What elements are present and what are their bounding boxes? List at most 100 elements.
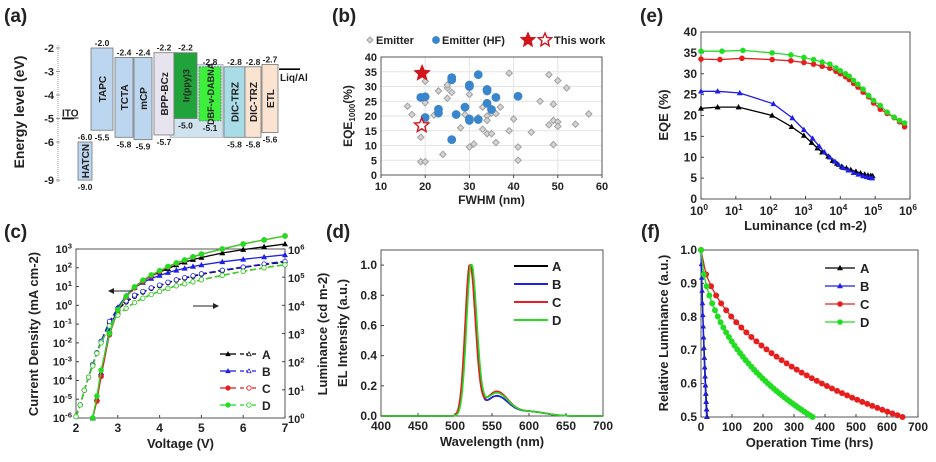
lumo-label: -2.2: [178, 43, 193, 53]
panel-label-b: (b): [332, 6, 356, 27]
eqe-point: [717, 56, 723, 63]
decay-point: [743, 329, 750, 336]
emitter-point: [478, 125, 487, 134]
layer-box: [114, 57, 134, 138]
legend-label: D: [552, 313, 561, 328]
x-tick-label: 10: [375, 181, 387, 193]
homo-label: -5.8: [117, 139, 132, 149]
xlabel-b: FWHM (nm): [458, 193, 525, 207]
legend-star-open: [536, 31, 554, 48]
lv-point: [165, 263, 171, 270]
eqe-point: [863, 173, 870, 180]
y-tick-label: 5: [371, 155, 377, 167]
lv-point: [261, 237, 267, 243]
y2-tick-label: 103: [288, 327, 305, 341]
panel-a-energy-diagram: -2 -3 -4 -5 -6 -9 Energy level (eV) HATCN -6.0 -9…: [11, 38, 308, 192]
jv-point: [73, 413, 79, 420]
legend-label: C: [262, 382, 271, 396]
legend-label: B: [860, 279, 869, 294]
lumo-label: -2.8: [227, 57, 242, 67]
jv-point: [85, 374, 92, 380]
homo-label: -5.7: [157, 137, 172, 147]
lv-point: [282, 251, 288, 258]
homo-label: -9.0: [78, 182, 93, 192]
legend-hf-marker: [432, 36, 440, 44]
y-tick-label: 10-5: [53, 392, 73, 406]
decay-point: [700, 323, 706, 329]
emitter-point: [443, 94, 452, 103]
hf-emitter-point: [513, 91, 523, 101]
y-tick-label: 10-6: [53, 411, 72, 425]
xlabel-f: Operation Time (hrs): [746, 435, 874, 450]
eqe-point: [698, 56, 704, 62]
arrow-right-head: [213, 303, 219, 309]
emitter-point: [483, 116, 491, 125]
jv-point: [131, 299, 138, 306]
legend-label: C: [860, 297, 870, 312]
eqe-point: [835, 161, 842, 168]
decay-point: [823, 382, 830, 389]
x-tick-label: 500: [445, 419, 465, 433]
homo-label: -5.5: [95, 132, 110, 142]
ylabel-a: Energy level (eV): [11, 56, 27, 169]
decay-point: [809, 413, 816, 420]
eqe-point: [788, 52, 794, 58]
xlabel-c: Voltage (V): [147, 436, 214, 451]
lv-point: [140, 277, 146, 284]
y-tick-label: 0.7: [680, 343, 697, 357]
emitter-point: [584, 110, 593, 118]
lv-line-A: [92, 243, 286, 419]
lv-point: [181, 257, 188, 263]
y-tick-label: 10-3: [53, 354, 72, 368]
emitter-point: [465, 90, 474, 99]
y-tick-label: 101: [55, 279, 72, 293]
lv-point: [282, 240, 288, 247]
layer-box: [133, 57, 153, 141]
decay-point: [813, 377, 820, 384]
panel-label-c: (c): [4, 222, 27, 243]
y-tick-label: 0.2: [360, 379, 377, 393]
lv-point: [131, 284, 138, 290]
x-tick-label: 4: [156, 421, 163, 435]
x-tick-label: 40: [507, 181, 519, 193]
lv-point: [148, 272, 155, 278]
y2-tick-label: 100: [288, 412, 305, 426]
lumo-label: -2.2: [157, 43, 172, 53]
lv-point: [123, 293, 129, 300]
lv-point: [190, 253, 196, 260]
panel-label-a: (a): [4, 6, 27, 27]
decay-point: [783, 360, 790, 367]
eqe-point: [714, 104, 721, 110]
legend-label: A: [552, 259, 562, 274]
decay-line-D: [700, 249, 813, 418]
x-tick-label: 700: [593, 419, 613, 433]
x-tick-label: 100: [722, 420, 742, 434]
lv-line-D: [92, 235, 286, 419]
lv-point: [198, 251, 205, 257]
panel-d-el-spectra: 400 450 500 550 600 650 700 0.0 0.2 0.4 0.6 0.8 1.0 W…: [335, 249, 613, 449]
decay-point: [717, 319, 724, 326]
hf-emitter-point: [460, 102, 470, 112]
panel-label-d: (d): [326, 222, 350, 243]
homo-label: -5.8: [227, 139, 242, 149]
y-tick-label: 103: [55, 242, 72, 256]
x-tick-label: 60: [596, 181, 608, 193]
legend-marker: [837, 301, 843, 307]
emitter-point: [509, 115, 518, 123]
decay-point: [849, 394, 856, 401]
lv-point: [261, 253, 268, 260]
eqe-point: [769, 112, 776, 118]
x-tick-label: 600: [877, 420, 897, 434]
decay-point: [713, 292, 720, 299]
lumo-label: -2.0: [95, 38, 110, 48]
eqe-point: [789, 114, 796, 121]
legend-label: B: [552, 277, 561, 292]
hf-emitter-point: [464, 82, 474, 91]
panel-c-jvl: 2 3 4 5 6 7 103 102 101 100 10-1 10-2 10-3 10-4 10-5 10…: [26, 233, 330, 451]
y-tick-label: 0.5: [680, 410, 697, 424]
decay-point: [703, 414, 710, 419]
emitter-point: [571, 120, 580, 129]
legend-marker-open: [246, 385, 252, 391]
decay-point: [699, 287, 705, 293]
layer-box: [173, 52, 198, 119]
